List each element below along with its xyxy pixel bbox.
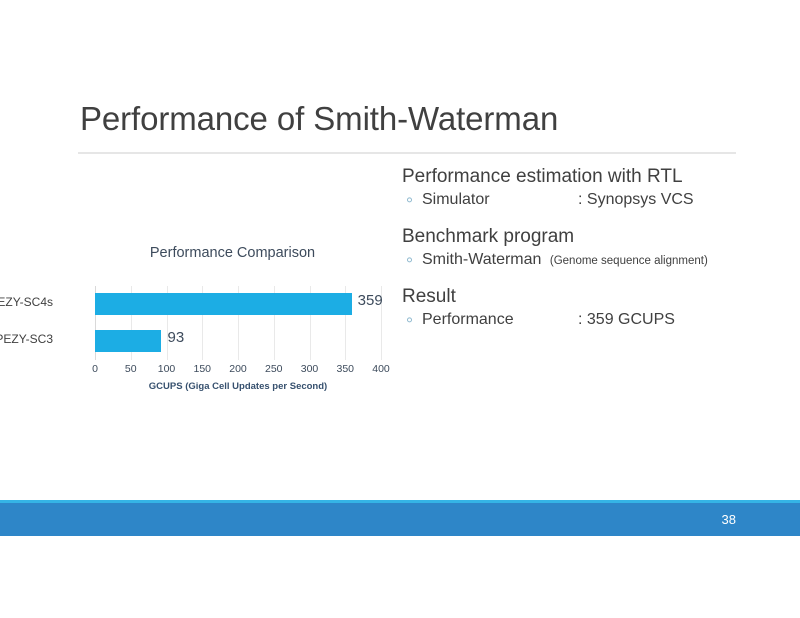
chart-bar (95, 293, 352, 315)
content-heading: Result (402, 285, 456, 307)
x-axis-tick-label: 0 (92, 363, 98, 375)
chart-gridline (345, 286, 347, 360)
content-heading: Benchmark program (402, 225, 575, 247)
x-axis-tick-label: 100 (157, 363, 176, 375)
content-block: Performance estimation with RTL Simulato… (402, 164, 782, 212)
bullet-circle-icon (407, 317, 412, 323)
content-sub-item: Simulator : Synopsys VCS (402, 189, 782, 212)
chart-gridline (273, 286, 275, 360)
content-list: Performance estimation with RTL Simulato… (402, 164, 782, 343)
chart-bar-row: 359 (95, 286, 383, 323)
chart-gridline (95, 286, 96, 360)
content-sub-label: Performance (422, 310, 514, 328)
chart-gridline (166, 286, 168, 360)
content-sub-item: Smith-Waterman (Genome sequence alignmen… (402, 249, 782, 272)
content-sub-label: Simulator (422, 191, 490, 209)
content-sub-item: Performance : 359 GCUPS (402, 309, 782, 332)
category-slot: PEZY-SC4s (0, 286, 53, 323)
category-label: PEZY-SC4s (0, 295, 53, 309)
page-number: 38 (721, 512, 736, 527)
chart-x-axis-ticks: 0 50 100 150 200 250 300 350 400 (92, 363, 390, 379)
chart-gridline (202, 286, 204, 360)
x-axis-tick-label: 250 (264, 363, 283, 375)
x-axis-tick-label: 50 (124, 363, 137, 375)
page-title: Performance of Smith-Waterman (80, 100, 559, 137)
x-axis-tick-label: 200 (229, 363, 247, 375)
content-sub-value: : 359 GCUPS (578, 310, 675, 328)
slide-footer-bar: 38 (0, 500, 800, 536)
content-sub-value: : Synopsys VCS (578, 191, 694, 209)
category-slot: PEZY-SC3 (0, 323, 53, 360)
category-label: PEZY-SC3 (0, 332, 53, 346)
x-axis-tick-label: 300 (300, 363, 319, 375)
chart-gridline (238, 286, 239, 360)
content-heading: Performance estimation with RTL (402, 166, 683, 187)
chart-gridline (309, 286, 311, 360)
title-divider (78, 152, 736, 154)
bullet-circle-icon (407, 197, 412, 203)
chart-bar-value-label: 359 (357, 292, 383, 309)
x-axis-tick-label: 400 (372, 363, 390, 375)
chart-plot-area: 359 93 (95, 286, 383, 360)
chart-bar-row: 93 (95, 323, 381, 360)
bullet-circle-icon (407, 257, 412, 263)
chart-category-labels: PEZY-SC4s PEZY-SC3 (0, 286, 53, 360)
performance-comparison-chart: Performance Comparison PEZY-SC4s PEZY-SC… (0, 245, 405, 400)
chart-title: Performance Comparison (149, 245, 316, 261)
chart-bar-value-label: 93 (167, 329, 185, 346)
content-block: Result Performance : 359 GCUPS (402, 284, 782, 332)
chart-x-axis-label: GCUPS (Giga Cell Updates per Second) (148, 381, 328, 392)
x-axis-tick-label: 150 (193, 363, 212, 375)
content-sub-note: (Genome sequence alignment) (549, 254, 708, 267)
content-block: Benchmark program Smith-Waterman (Genome… (402, 224, 782, 272)
chart-gridline (381, 286, 382, 360)
content-sub-label: Smith-Waterman (422, 250, 542, 268)
chart-gridline (130, 286, 132, 360)
x-axis-tick-label: 350 (336, 363, 355, 375)
chart-bar (95, 330, 162, 352)
